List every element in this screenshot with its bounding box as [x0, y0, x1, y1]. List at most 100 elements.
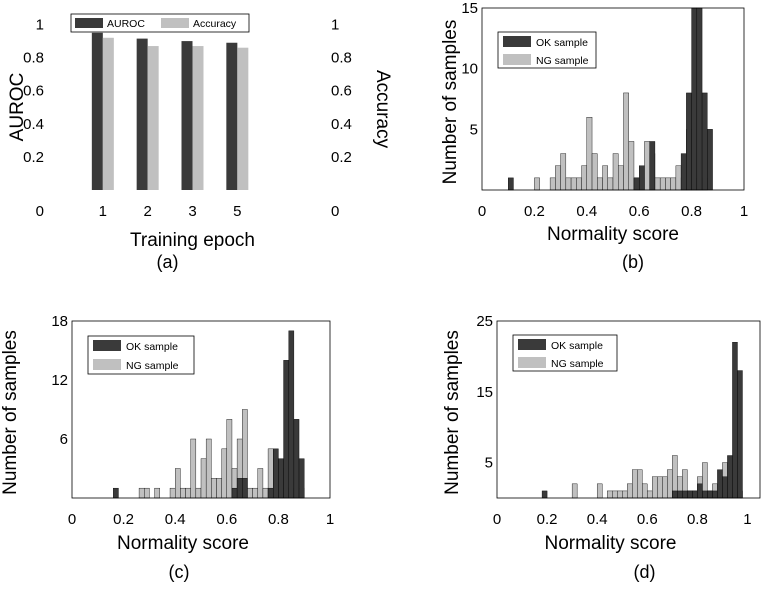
bar-ng-sample [665, 177, 671, 191]
bar-ng-sample [154, 487, 160, 499]
x-tick-label: 0.4 [165, 511, 186, 528]
bar-ng-sample [185, 487, 191, 499]
x-tick-label: 1 [99, 203, 107, 220]
bar-ok-sample [682, 490, 688, 499]
y-tick-label: 15 [461, 0, 478, 17]
panel-label: (c) [169, 562, 190, 582]
legend: OK sample NG sample [497, 31, 597, 69]
bar-ok-sample [288, 330, 295, 499]
bar-ng-sample [597, 177, 603, 191]
y-tick-label: 25 [476, 313, 493, 330]
y-axis-label: Number of samples [0, 330, 21, 495]
y-tick-label: 6 [60, 431, 68, 448]
x-tick-label: 0.6 [216, 511, 237, 528]
bar-ok-sample [691, 7, 698, 191]
bar-auroc-epoch-2 [136, 38, 148, 190]
bar-ok-sample [707, 490, 713, 499]
panel-a: 1 2 3 5 0 0 0.2 0.2 0.4 0.4 0.6 0.6 0.8 0.8 1 1 Training… [7, 13, 393, 272]
bar-accuracy-epoch-2 [147, 46, 159, 190]
bar-ok-sample [696, 7, 703, 191]
y-tick-label: 10 [461, 61, 478, 78]
bar-ng-sample [618, 165, 624, 191]
legend-swatch-ng [518, 357, 546, 368]
bar-ng-sample [144, 487, 150, 499]
y-tick-label-right: 0 [331, 203, 339, 220]
x-tick-label: 0 [68, 511, 76, 528]
bar-ng-sample [622, 490, 628, 499]
bar-ng-sample [576, 177, 582, 191]
legend-label: OK sample [126, 341, 178, 353]
x-tick-label: 0.6 [629, 203, 650, 220]
legend-label: NG sample [551, 358, 604, 370]
bar-ng-sample [534, 177, 540, 191]
legend-label: OK sample [551, 340, 603, 352]
legend: OK sample NG sample [87, 335, 195, 375]
bar-ng-sample [612, 490, 618, 499]
bar-ng-sample [652, 476, 658, 499]
bar-ok-sample [727, 455, 733, 499]
plot-frame [496, 320, 761, 499]
bar-ng-sample [195, 487, 202, 499]
bar-ng-sample [659, 177, 666, 191]
legend-swatch-ok [93, 340, 121, 351]
y-tick-label-left: 0.6 [23, 83, 44, 100]
bar-auroc-epoch-3 [181, 41, 193, 190]
bar-ok-sample [283, 360, 289, 499]
legend-label: OK sample [536, 37, 588, 49]
y-tick-label: 5 [470, 121, 478, 138]
bar-ng-sample [221, 448, 227, 499]
x-tick-label: 0.4 [576, 203, 597, 220]
y-tick-label: 5 [485, 455, 493, 472]
bar-ok-sample [687, 490, 693, 499]
bar-auroc-epoch-5 [226, 42, 238, 190]
bar-ng-sample [670, 177, 677, 191]
bar-ng-sample [647, 490, 653, 499]
bar-ng-sample [262, 487, 269, 499]
bar-ok-sample [680, 153, 687, 191]
y-tick-label: 12 [51, 372, 68, 389]
bar-ok-sample [707, 129, 713, 191]
bar-ng-sample [555, 165, 561, 191]
y-tick-label-left: 0.4 [23, 116, 44, 133]
bar-ok-sample [508, 177, 514, 191]
plot-frame [481, 7, 745, 191]
bar-ok-sample [639, 165, 645, 191]
bar-ng-sample [180, 487, 186, 499]
legend-swatch-ok [518, 339, 546, 350]
bar-ng-sample [657, 476, 663, 499]
x-tick-label: 0.6 [637, 511, 658, 528]
bar-ng-sample [200, 458, 207, 499]
x-tick-label: 0 [478, 203, 486, 220]
bar-ok-sample [236, 478, 243, 499]
bar-ok-sample [298, 458, 305, 499]
bar-ng-sample [607, 177, 614, 191]
bar-accuracy-epoch-1 [102, 37, 114, 191]
bar-ng-sample [591, 153, 598, 191]
bar-accuracy-epoch-5 [237, 47, 249, 190]
bar-ng-sample [607, 490, 613, 499]
bar-ng-sample [612, 153, 619, 191]
y-tick-label-right: 0.4 [331, 116, 352, 133]
bar-ng-sample [596, 483, 603, 499]
plot-frame [71, 320, 331, 499]
bar-ng-sample [226, 419, 233, 499]
y-tick-label: 15 [476, 384, 493, 401]
legend-swatch-accuracy [161, 18, 189, 28]
bar-ok-sample [267, 487, 274, 499]
y-tick-label-right: 0.8 [331, 50, 352, 67]
x-tick-label: 1 [740, 203, 748, 220]
bar-ok-sample [293, 419, 300, 499]
y-axis-label-right: Accuracy [372, 70, 393, 149]
bar-auroc-epoch-1 [91, 32, 103, 191]
bar-ng-sample [675, 165, 682, 191]
bar-ok-sample [649, 141, 656, 191]
bar-ng-sample [602, 165, 608, 191]
legend-label: NG sample [126, 360, 179, 372]
bar-ng-sample [252, 487, 258, 499]
y-tick-label-left: 0.8 [23, 50, 44, 67]
bar-ng-sample [586, 116, 593, 191]
y-tick-label-left: 0.2 [23, 149, 44, 166]
panel-label: (a) [157, 252, 179, 272]
bar-ng-sample [565, 177, 572, 191]
